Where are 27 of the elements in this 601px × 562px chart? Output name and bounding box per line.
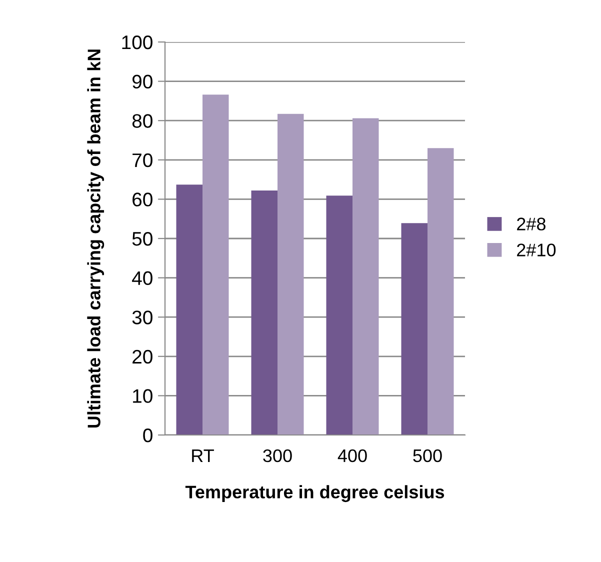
x-tick-label: 500 bbox=[413, 449, 442, 462]
y-tick-label: 70 bbox=[132, 153, 152, 168]
y-tick-label: 80 bbox=[132, 114, 152, 128]
y-tick-label: 50 bbox=[132, 232, 152, 246]
bar bbox=[251, 190, 278, 435]
y-tick-label: 10 bbox=[133, 389, 152, 403]
y-tick-label: 100 bbox=[122, 35, 152, 50]
bar bbox=[326, 196, 352, 435]
x-tick-label: RT bbox=[192, 450, 214, 462]
bar bbox=[278, 114, 304, 435]
y-tick-label: 60 bbox=[132, 192, 152, 206]
bar bbox=[202, 94, 229, 435]
y-tick-label: 0 bbox=[143, 428, 152, 442]
bar bbox=[176, 184, 202, 435]
y-tick-label: 90 bbox=[132, 74, 152, 89]
x-tick-label: 400 bbox=[338, 449, 367, 462]
x-tick-label: 300 bbox=[263, 449, 292, 462]
bar bbox=[428, 148, 454, 435]
bar bbox=[352, 118, 379, 435]
bar bbox=[401, 223, 428, 435]
y-tick-label: 20 bbox=[132, 350, 152, 364]
y-tick-label: 30 bbox=[132, 310, 152, 324]
y-tick-label: 40 bbox=[132, 271, 152, 286]
y-axis-title: Ultimate load carrying capcity of beam in kN bbox=[87, 50, 104, 428]
legend-label: 2#8 bbox=[517, 218, 546, 230]
x-axis-title: Temperature in degree celsius bbox=[185, 485, 444, 502]
legend-label: 2#10 bbox=[517, 244, 556, 256]
